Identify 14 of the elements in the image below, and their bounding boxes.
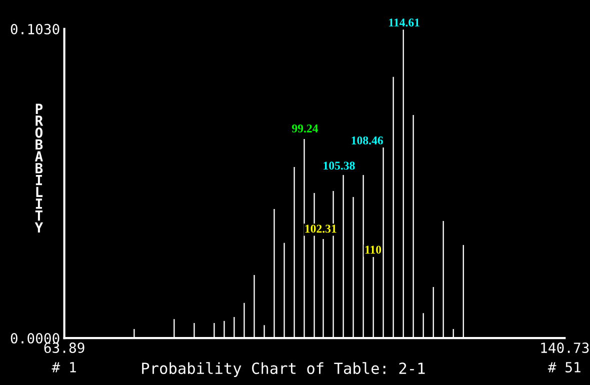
text: # 1 [52, 362, 76, 372]
annotation: 99.24 [292, 124, 318, 132]
text: PROBABILITY [34, 104, 44, 233]
y-tick-label: 0.0000 [10, 333, 60, 344]
text: # 51 [548, 362, 580, 372]
annotation: 108.46 [352, 136, 383, 144]
x-tick-label: 63.89 [44, 342, 84, 354]
y-tick-label: 0.1030 [10, 24, 60, 34]
annotation: 114.61 [389, 18, 420, 27]
annotation: 110 [365, 246, 382, 254]
annotation: 102.31 [305, 224, 336, 233]
annotation: 105.38 [324, 162, 355, 170]
x-tick-label: 140.73 [541, 342, 589, 354]
text: Probability Chart of Table: 2-1 [142, 362, 425, 378]
